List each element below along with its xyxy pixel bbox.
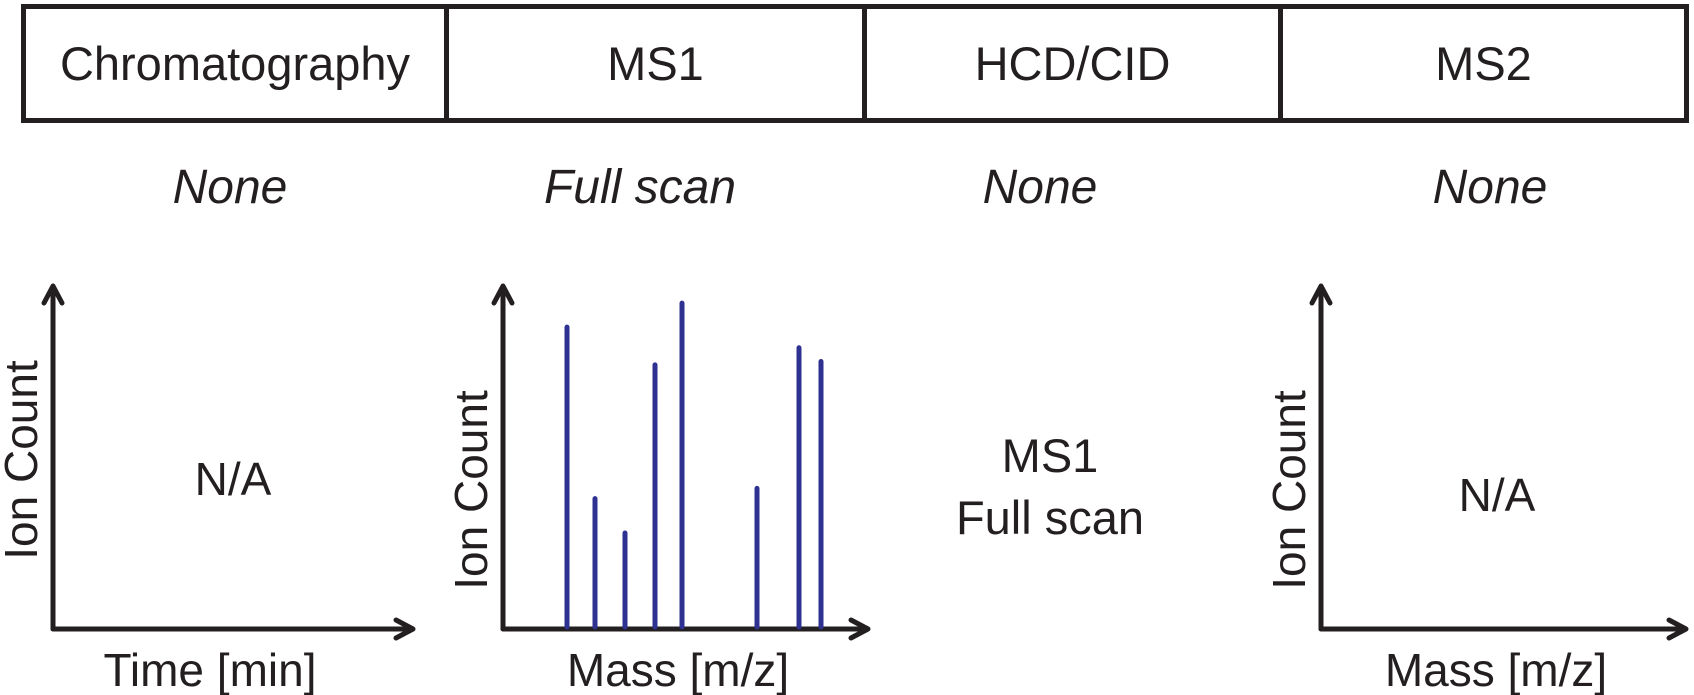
mode-ms1: Full scan (543, 161, 737, 214)
step-chromatography: Chromatography (59, 37, 411, 90)
x-axis-arrow (500, 617, 871, 641)
y-axis-arrow (41, 283, 65, 632)
hcd-note-line2: Full scan (955, 491, 1145, 544)
ms1-y-label: Ion Count (445, 390, 497, 590)
workflow-steps: Chromatography MS1 HCD/CID MS2 (21, 4, 1689, 123)
y-axis-arrow (491, 283, 515, 632)
hcd-note-line1: MS1 (1001, 429, 1099, 482)
hcd-cid-note: MS1 Full scan (900, 425, 1200, 549)
ms1-peaks (564, 300, 824, 630)
step-hcd-cid: HCD/CID (862, 9, 1278, 118)
x-axis-arrow (1318, 617, 1689, 641)
step-ms1: MS1 (444, 9, 862, 118)
mode-chromatography: None (172, 161, 288, 214)
mode-ms2: None (1432, 161, 1548, 214)
chromatography-axes: Ion Count Time [min] N/A (0, 283, 416, 695)
ms1-spectrum: Ion Count Mass [m/z] (445, 283, 871, 695)
ms2-note: N/A (1459, 469, 1536, 521)
ms2-y-label: Ion Count (1263, 390, 1315, 590)
mode-hcd-cid: None (982, 161, 1098, 214)
chromatography-x-label: Time [min] (104, 644, 317, 695)
chromatography-y-label: Ion Count (0, 360, 47, 560)
x-axis-arrow (50, 617, 416, 641)
ms2-x-label: Mass [m/z] (1385, 644, 1607, 695)
step-ms2: MS2 (1278, 9, 1684, 118)
chromatography-note: N/A (195, 453, 272, 505)
ms2-axes: Ion Count Mass [m/z] N/A (1263, 283, 1689, 695)
y-axis-arrow (1309, 283, 1333, 632)
ms1-x-label: Mass [m/z] (567, 644, 789, 695)
